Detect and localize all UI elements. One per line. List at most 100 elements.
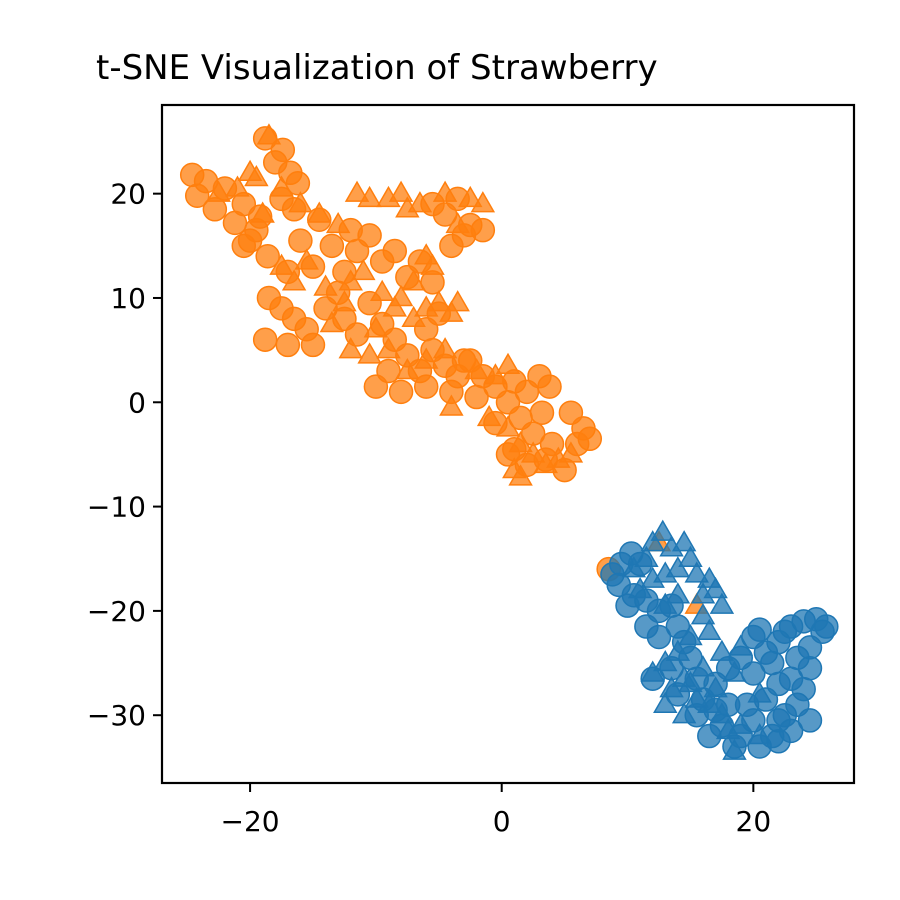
scatter-point-triangle [420, 253, 445, 275]
scatter-point-triangle [439, 300, 464, 322]
x-tick-label: 0 [493, 805, 511, 838]
scatter-point-triangle [407, 191, 433, 213]
scatter-point-circle [388, 379, 414, 405]
scatter-point-triangle [684, 561, 709, 583]
scatter-point-triangle [495, 415, 521, 437]
scatter-point-circle [413, 374, 439, 399]
scatter-point-circle [634, 614, 659, 639]
y-tick-label: 0 [128, 386, 146, 419]
scatter-point-triangle [369, 279, 395, 301]
scatter-point-triangle [338, 269, 363, 291]
scatter-point-triangle [319, 311, 345, 333]
scatter-point-circle [470, 217, 496, 243]
scatter-point-circle [615, 593, 640, 618]
scatter-point-triangle [426, 290, 452, 312]
y-tick-label: 10 [110, 282, 146, 315]
scatter-point-triangle [351, 258, 376, 281]
scatter-point-triangle [665, 556, 691, 578]
scatter-point-triangle [483, 363, 508, 385]
scatter-point-triangle [709, 592, 735, 614]
scatter-point-triangle [458, 185, 483, 208]
scatter-point-circle [439, 233, 464, 259]
scatter-point-triangle [432, 337, 458, 359]
scatter-point-triangle [225, 175, 250, 197]
scatter-point-circle [529, 400, 555, 425]
scatter-point-triangle [653, 650, 678, 672]
scatter-point-triangle [690, 655, 716, 677]
scatter-point-triangle [495, 352, 521, 374]
scatter-point-triangle [703, 577, 728, 599]
scatter-point-triangle [627, 577, 653, 599]
scatter-point-triangle [250, 201, 275, 223]
scatter-point-triangle [325, 211, 351, 234]
scatter-point-triangle [237, 159, 263, 182]
scatter-point-triangle [659, 676, 684, 698]
scatter-point-triangle [401, 269, 426, 291]
scatter-point-triangle [332, 290, 357, 312]
scatter-point-circle [285, 170, 311, 196]
scatter-point-triangle [684, 686, 709, 708]
y-tick-label: −30 [87, 699, 146, 732]
scatter-point-triangle [650, 519, 675, 541]
scatter-point-triangle [476, 404, 502, 427]
scatter-point-circle [363, 374, 389, 399]
scatter-point-triangle [640, 530, 665, 552]
scatter-point-triangle [671, 702, 697, 724]
scatter-point-triangle [307, 201, 332, 223]
scatter-point-triangle [728, 634, 753, 656]
scatter-point-triangle [439, 394, 464, 416]
scatter-point-circle [772, 619, 798, 645]
scatter-point-circle [319, 233, 345, 259]
scatter-point-triangle [722, 738, 747, 760]
scatter-point-circle [252, 327, 278, 352]
scatter-point-triangle [558, 441, 584, 463]
scatter-point-circle [275, 332, 301, 358]
y-axis: 20 10 0 −10 −20 −30 [87, 178, 162, 732]
scatter-point-triangle [634, 545, 659, 567]
scatter-point-circle [464, 384, 489, 410]
scatter-point-triangle [338, 337, 363, 359]
scatter-point-circle [537, 374, 562, 399]
scatter-point-triangle [665, 582, 691, 604]
scatter-point-triangle [678, 623, 703, 646]
scatter-point-triangle [640, 660, 665, 682]
scatter-point-triangle [395, 357, 420, 380]
scatter-point-triangle [206, 180, 231, 202]
plot-frame [160, 103, 856, 785]
chart-title: t-SNE Visualization of Strawberry [96, 48, 658, 88]
scatter-point-circle [288, 228, 313, 253]
scatter-point-triangle [269, 253, 294, 275]
scatter-point-triangle [747, 681, 772, 703]
scatter-point-circle [797, 708, 823, 733]
scatter-point-triangle [508, 430, 533, 453]
y-tick-label: −20 [87, 595, 146, 628]
scatter-point-triangle [269, 175, 294, 197]
scatter-point-triangle [678, 545, 703, 567]
scatter-point-triangle [281, 269, 307, 291]
scatter-point-triangle [376, 337, 401, 359]
scatter-point-triangle [388, 180, 414, 202]
scatter-point-triangle [363, 316, 389, 338]
scatter-point-triangle [520, 441, 546, 463]
scatter-point-triangle [697, 618, 722, 640]
scatter-point-triangle [357, 342, 382, 364]
scatter-point-triangle [313, 274, 338, 296]
x-tick-label: 20 [736, 805, 772, 838]
scatter-point-triangle [709, 702, 735, 724]
scatter-point-triangle [703, 676, 728, 698]
y-tick-label: −10 [87, 491, 146, 524]
scatter-point-triangle [288, 191, 313, 213]
scatter-point-triangle [665, 639, 691, 661]
scatter-point-triangle [470, 191, 496, 213]
scatter-point-triangle [445, 211, 470, 234]
scatter-point-triangle [621, 556, 647, 578]
scatter-point-triangle [653, 561, 678, 583]
scatter-point-circle [814, 614, 839, 639]
scatter-point-circle [747, 617, 772, 642]
scatter-point-triangle [697, 691, 722, 713]
scatter-point-triangle [432, 180, 458, 202]
scatter-point-circle [231, 233, 257, 259]
scatter-point-circle [382, 238, 408, 264]
scatter-point-triangle [382, 295, 407, 317]
